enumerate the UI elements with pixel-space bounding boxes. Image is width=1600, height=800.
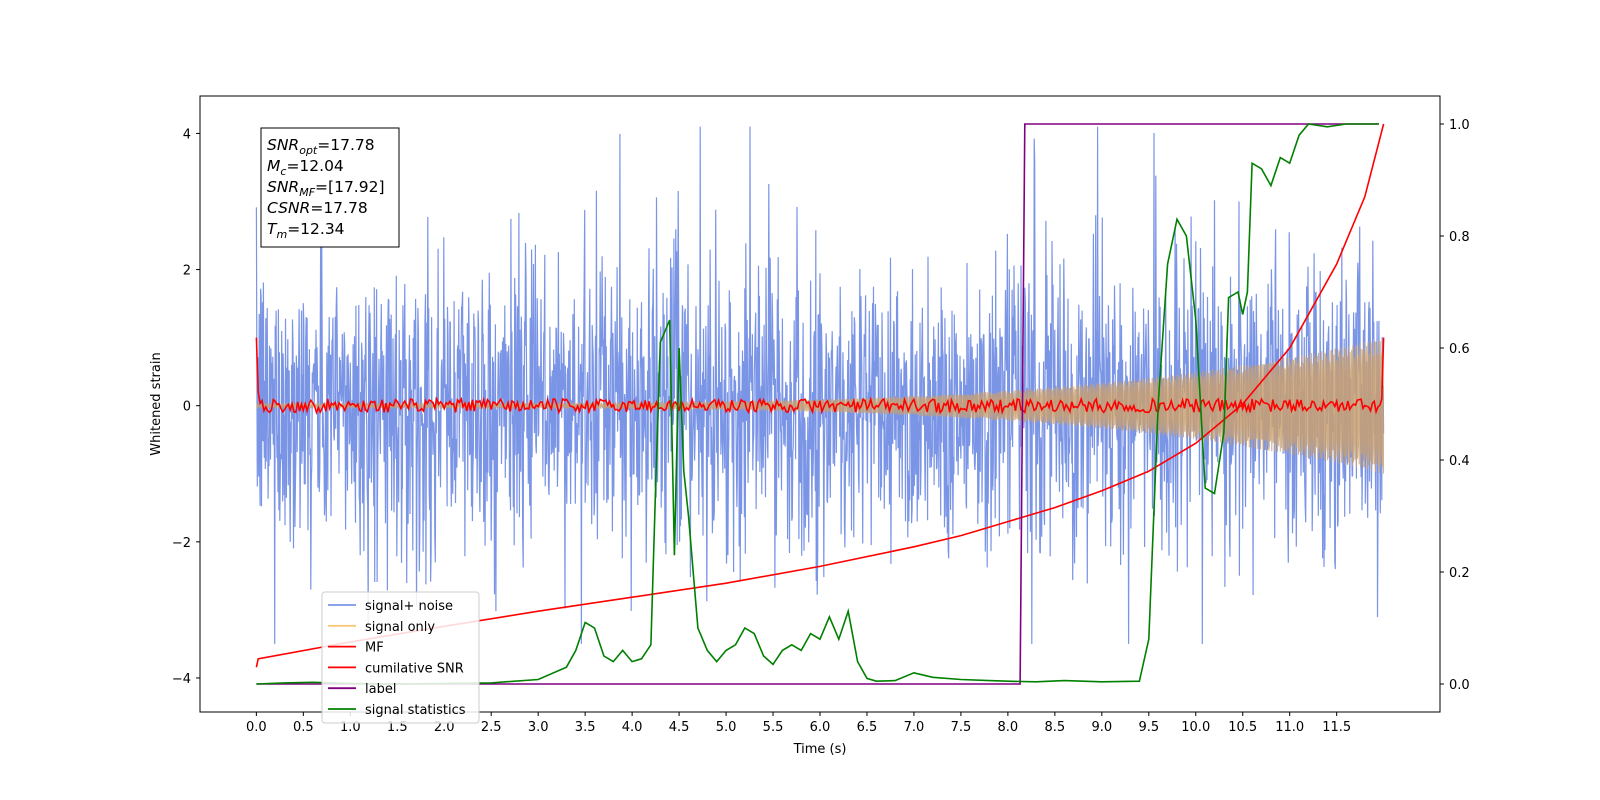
legend-label: signal only <box>365 620 435 635</box>
x-tick-label: 1.5 <box>387 720 408 735</box>
y-tick-label: 2 <box>183 264 191 279</box>
legend: signal+ noise signal only MF cumilative SNR… <box>321 591 480 724</box>
y2-tick-label: 1.0 <box>1449 118 1470 133</box>
legend-label: signal statistics <box>365 703 466 718</box>
y-tick-label: 0 <box>183 400 191 415</box>
x-tick-label: 10.0 <box>1181 720 1210 735</box>
x-tick-label: 9.5 <box>1138 720 1159 735</box>
y-axis-label: Whitened strain <box>149 352 164 455</box>
series-signal-noise <box>255 126 1385 644</box>
series-signal-statistics <box>256 123 1379 685</box>
x-tick-label: 10.5 <box>1228 720 1257 735</box>
x-axis-label: Time (s) <box>793 742 847 757</box>
legend-label: MF <box>365 641 384 656</box>
x-tick-label: 5.5 <box>763 720 784 735</box>
x-tick-label: 0.0 <box>246 720 267 735</box>
x-tick-label: 4.5 <box>669 720 690 735</box>
x-tick-label: 4.0 <box>622 720 643 735</box>
legend-label: cumilative SNR <box>365 661 464 676</box>
y2-tick-label: 0.0 <box>1449 678 1470 693</box>
x-tick-label: 11.0 <box>1275 720 1304 735</box>
x-tick-label: 6.0 <box>810 720 831 735</box>
y-axis-right: 0.0 0.2 0.4 0.6 0.8 1.0 <box>1440 118 1470 693</box>
annotation-line: SNRopt=17.78 <box>267 136 375 157</box>
y2-tick-label: 0.2 <box>1449 566 1470 581</box>
x-tick-label: 2.5 <box>481 720 502 735</box>
x-tick-label: 3.5 <box>575 720 596 735</box>
x-tick-label: 2.0 <box>434 720 455 735</box>
y2-tick-label: 0.4 <box>1449 454 1470 469</box>
x-tick-label: 6.5 <box>857 720 878 735</box>
x-tick-label: 11.5 <box>1322 720 1351 735</box>
legend-frame <box>321 591 480 724</box>
y-tick-label: −4 <box>172 672 191 687</box>
x-tick-label: 8.0 <box>998 720 1019 735</box>
annotation-line: SNRMF=[17.92] <box>267 178 385 199</box>
x-tick-label: 9.0 <box>1091 720 1112 735</box>
annotation-box: SNRopt=17.78Mc=12.04SNRMF=[17.92]CSNR=17… <box>260 127 400 248</box>
x-axis: 0.0 0.5 1.0 1.5 2.0 2.5 3.0 3.5 4.0 4.5 5.0 5.5 6.0 6… <box>246 712 1351 735</box>
series-mf <box>255 337 1385 416</box>
y-axis-left: −4 −2 0 2 4 <box>172 127 200 687</box>
legend-label: signal+ noise <box>365 599 453 614</box>
y-tick-label: 4 <box>183 127 191 142</box>
y-tick-label: −2 <box>172 536 191 551</box>
annotation-line: CSNR=17.78 <box>267 199 368 217</box>
y2-tick-label: 0.6 <box>1449 342 1470 357</box>
y2-tick-label: 0.8 <box>1449 230 1470 245</box>
annotation-line: Tm=12.34 <box>267 220 345 241</box>
annotation-line: Mc=12.04 <box>267 157 344 178</box>
series-label <box>256 123 1379 685</box>
x-tick-label: 3.0 <box>528 720 549 735</box>
x-tick-label: 7.0 <box>904 720 925 735</box>
x-tick-label: 0.5 <box>293 720 314 735</box>
x-tick-label: 7.5 <box>951 720 972 735</box>
x-tick-label: 8.5 <box>1045 720 1066 735</box>
legend-label: label <box>365 682 396 697</box>
x-tick-label: 1.0 <box>340 720 361 735</box>
x-tick-label: 5.0 <box>716 720 737 735</box>
annotation-frame <box>260 127 400 248</box>
